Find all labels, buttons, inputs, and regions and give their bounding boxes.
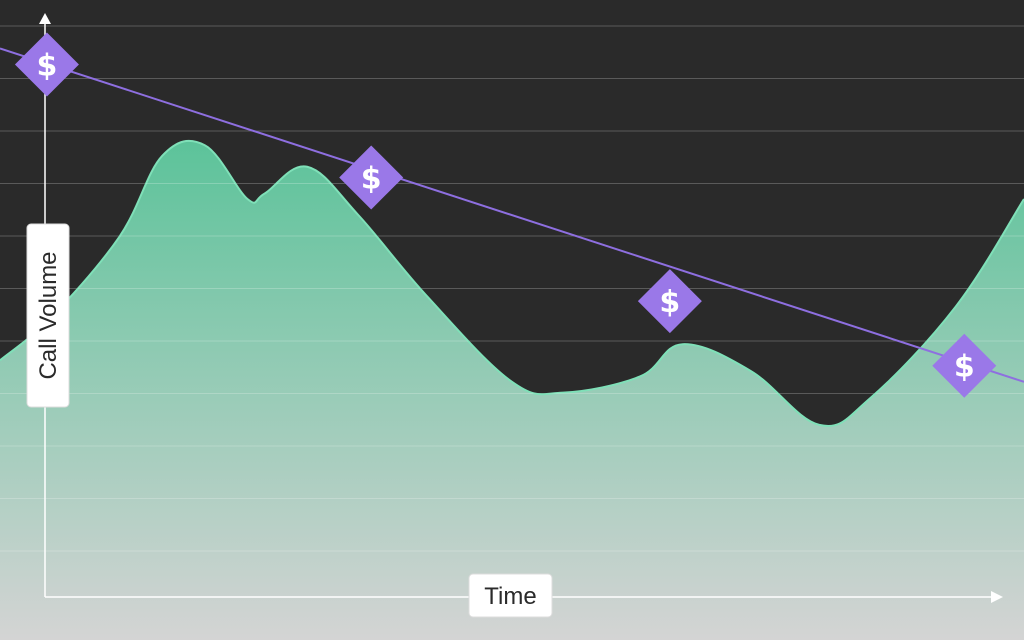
y-axis-label: Call Volume bbox=[26, 223, 70, 408]
dollar-diamond-icon: $ bbox=[339, 145, 404, 210]
marker-diamond bbox=[637, 269, 702, 334]
call-volume-area bbox=[0, 139, 1024, 640]
x-axis-arrow-icon bbox=[991, 591, 1003, 603]
x-axis-title: Time bbox=[484, 583, 536, 610]
cost-trend-line bbox=[0, 47, 1024, 383]
dollar-markers: $ $ $ $ bbox=[14, 32, 997, 398]
marker-dollar-symbol: $ bbox=[954, 350, 975, 385]
y-axis-arrow-icon bbox=[39, 13, 51, 24]
marker-diamond bbox=[14, 32, 79, 97]
trend-line bbox=[0, 47, 1024, 383]
marker-diamond bbox=[932, 333, 997, 398]
dollar-diamond-icon: $ bbox=[932, 333, 997, 398]
y-axis-label-box bbox=[26, 223, 70, 408]
marker-dollar-symbol: $ bbox=[361, 161, 382, 196]
x-axis-label: Time bbox=[468, 573, 553, 618]
marker-dollar-symbol: $ bbox=[36, 49, 57, 84]
x-axis-label-box bbox=[468, 573, 553, 618]
marker-diamond bbox=[339, 145, 404, 210]
call-volume-area-edge bbox=[0, 139, 1024, 427]
dollar-diamond-icon: $ bbox=[637, 269, 702, 334]
call-volume-area-fill bbox=[0, 140, 1024, 640]
dollar-diamond-icon: $ bbox=[14, 32, 79, 97]
y-axis-title: Call Volume bbox=[35, 251, 62, 379]
marker-dollar-symbol: $ bbox=[659, 285, 680, 320]
